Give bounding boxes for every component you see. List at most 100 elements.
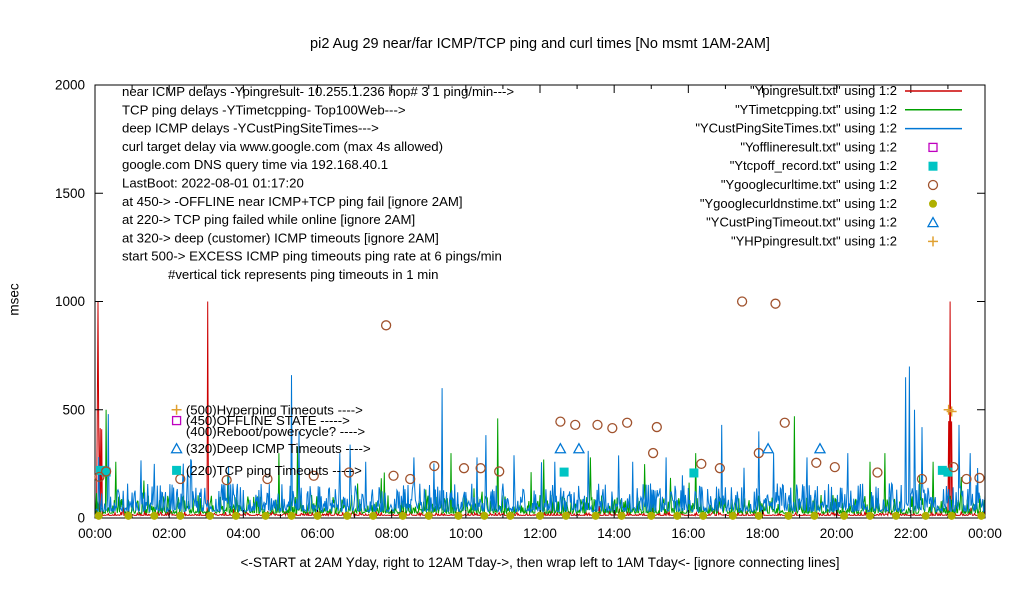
level-label: (500)Hyperping Timeouts ----> <box>186 402 363 417</box>
curl-circle-marker <box>94 471 105 483</box>
dns-dot-marker <box>591 511 600 520</box>
curl-circle-marker <box>736 296 748 307</box>
curl-circle-marker <box>621 417 633 428</box>
level-label: (220)TCP ping Timeouts -----> <box>186 463 362 478</box>
x-tick-label: 02:00 <box>152 526 186 541</box>
x-tick-label: 08:00 <box>375 526 409 541</box>
y-tick-label: 1000 <box>55 294 85 309</box>
tcpoff-square-marker <box>943 467 953 477</box>
offline-square-marker <box>171 415 182 426</box>
x-tick-label: 06:00 <box>301 526 335 541</box>
dns-dot-marker <box>124 511 133 520</box>
curl-circle-marker <box>308 470 319 481</box>
curl-circle-marker <box>647 447 659 459</box>
info-line: LastBoot: 2022-08-01 01:17:20 <box>122 176 304 191</box>
timeout-triangle-marker <box>926 216 940 228</box>
curl-circle-marker <box>475 463 486 474</box>
y-tick-label: 1500 <box>55 186 85 201</box>
legend: "Ypingresult.txt" using 1:2 "YTimetcpping… <box>695 83 962 248</box>
curl-circle-marker <box>458 463 470 474</box>
dns-dot-marker <box>866 511 875 520</box>
dns-dot-marker <box>454 511 463 520</box>
x-tick-label: 14:00 <box>597 526 631 541</box>
dns-dot-marker <box>343 511 352 520</box>
dns-dot-marker <box>699 511 708 520</box>
timeout-triangle-marker <box>761 442 775 454</box>
series-points <box>94 296 986 520</box>
dns-dot-marker <box>929 199 937 208</box>
info-line: #vertical tick represents ping timeouts … <box>168 267 438 282</box>
legend-label: "YCustPingTimeout.txt" using 1:2 <box>706 215 897 230</box>
curl-circle-marker <box>714 463 726 474</box>
curl-circle-marker <box>961 473 972 485</box>
legend-label: "YCustPingSiteTimes.txt" using 1:2 <box>695 121 897 136</box>
timeout-triangle-marker <box>170 442 183 454</box>
curl-circle-marker <box>592 419 603 431</box>
legend-label: "Ygooglecurldnstime.txt" using 1:2 <box>700 196 897 211</box>
tcpoff-square-marker <box>172 465 182 475</box>
dns-dot-marker <box>947 511 956 520</box>
dns-dot-marker <box>424 511 433 520</box>
curl-circle-marker <box>555 416 566 427</box>
dns-dot-marker <box>810 511 819 520</box>
tcpoff-square-marker <box>559 467 569 477</box>
info-line: start 500-> EXCESS ICMP ping timeouts pi… <box>122 249 502 264</box>
series-points-Ygooglecurltime <box>94 296 985 486</box>
x-tick-label: 22:00 <box>894 526 928 541</box>
x-tick-label: 00:00 <box>968 526 1002 541</box>
dns-dot-marker <box>506 511 515 520</box>
tcpoff-square-marker <box>101 467 111 477</box>
x-tick-label: 16:00 <box>671 526 705 541</box>
curl-circle-marker <box>948 461 959 473</box>
curl-circle-marker <box>262 473 273 485</box>
tcpoff-square-marker <box>689 468 699 478</box>
curl-circle-marker <box>651 421 662 433</box>
curl-circle-marker <box>343 467 355 478</box>
dns-dot-marker <box>754 511 763 520</box>
tcpoff-square-marker <box>937 465 947 475</box>
info-text: near ICMP delays -Ypingresult- 10.255.1.… <box>122 84 514 282</box>
legend-label: "Yofflineresult.txt" using 1:2 <box>740 139 897 154</box>
y-tick-label: 500 <box>62 402 85 417</box>
curl-circle-marker <box>380 320 392 331</box>
info-line: google.com DNS query time via 192.168.40… <box>122 157 388 172</box>
timeout-triangle-marker <box>572 442 586 454</box>
x-tick-label: 18:00 <box>746 526 780 541</box>
x-axis-label: <-START at 2AM Yday, right to 12AM Tday-… <box>240 555 840 570</box>
dns-dot-marker <box>205 511 214 520</box>
chart-title: pi2 Aug 29 near/far ICMP/TCP ping and cu… <box>310 36 770 52</box>
curl-circle-marker <box>570 419 581 431</box>
axes: 0 500 1000 1500 2000 00:00 02:00 04:00 06:00 08:0… <box>55 78 1002 542</box>
offline-square-marker <box>928 142 938 153</box>
dns-dot-marker <box>150 511 159 520</box>
curl-circle-marker <box>607 423 618 434</box>
level-annotations: (500)Hyperping Timeouts ---->(450)OFFLIN… <box>170 402 371 478</box>
dns-dot-marker <box>617 511 626 520</box>
curl-circle-marker <box>927 179 939 191</box>
info-line: at 320-> deep (customer) ICMP timeouts [… <box>122 230 439 245</box>
series-points-YHPpingresult <box>943 404 957 417</box>
dns-dot-marker <box>176 511 185 520</box>
dns-dot-marker <box>921 511 930 520</box>
dns-dot-marker <box>892 511 900 520</box>
dns-dot-marker <box>231 511 240 520</box>
dns-dot-marker <box>536 511 544 520</box>
level-label: (320)Deep ICMP Timeouts ----> <box>186 441 371 456</box>
info-line: deep ICMP delays -YCustPingSiteTimes---> <box>122 121 379 136</box>
series-line-YCustPingSiteTimes <box>94 366 986 514</box>
dns-dot-marker <box>313 511 322 520</box>
dns-dot-marker <box>261 511 270 520</box>
curl-circle-marker <box>429 460 440 472</box>
timeout-triangle-marker <box>813 442 827 454</box>
level-label: (450)OFFLINE STATE -----> <box>186 413 350 428</box>
curl-circle-marker <box>916 473 928 485</box>
y-tick-label: 0 <box>77 511 85 526</box>
curl-circle-marker <box>779 417 790 428</box>
dns-dot-marker <box>673 511 682 520</box>
curl-circle-marker <box>388 470 399 481</box>
x-tick-label: 00:00 <box>78 526 112 541</box>
curl-circle-marker <box>770 298 781 309</box>
info-line: TCP ping delays -YTimetcpping- Top100Web… <box>122 102 406 117</box>
series-points-Ytcpoff_record <box>96 465 953 478</box>
